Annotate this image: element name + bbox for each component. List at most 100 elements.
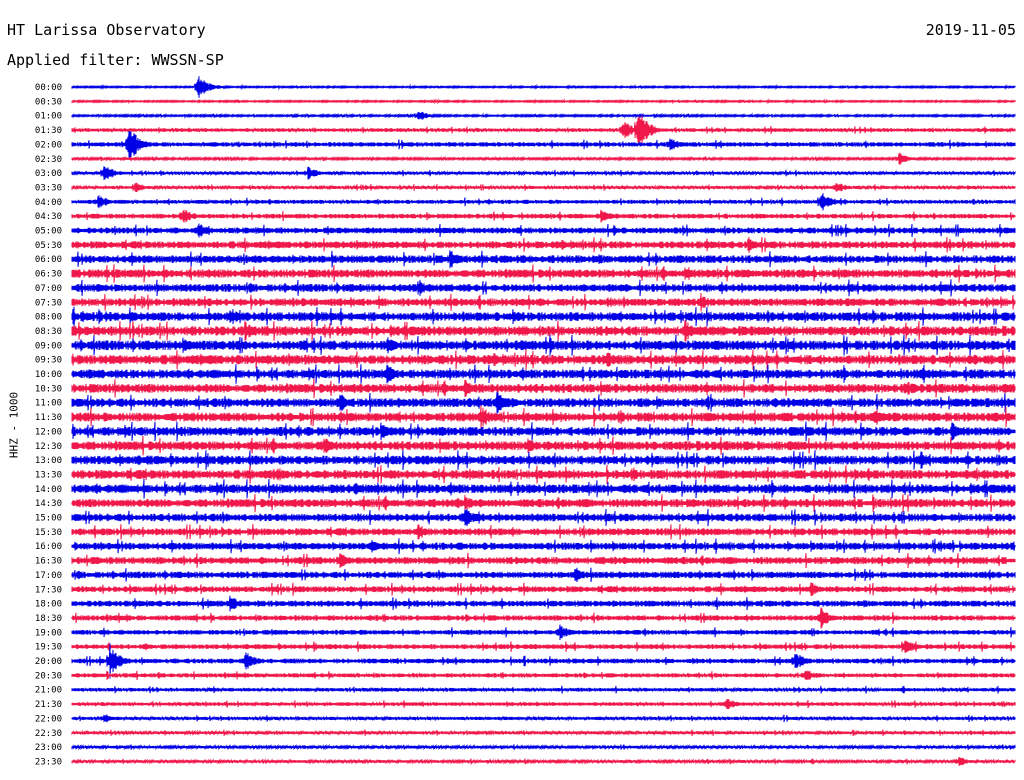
seismic-trace — [71, 250, 1016, 269]
time-tick-label: 06:30 — [35, 270, 62, 280]
seismic-trace — [71, 306, 1016, 327]
time-tick-label: 16:00 — [35, 542, 62, 552]
time-tick-label: 20:00 — [35, 657, 62, 667]
seismic-trace — [71, 98, 1016, 105]
seismic-trace — [71, 76, 1016, 98]
seismic-trace — [71, 523, 1016, 540]
time-tick-label: 03:30 — [35, 183, 62, 193]
seismic-trace — [71, 685, 1016, 694]
seismic-trace — [71, 494, 1016, 513]
seismic-trace — [71, 115, 1016, 145]
time-tick-label: 04:00 — [35, 198, 62, 208]
seismic-trace — [71, 130, 1016, 158]
time-tick-label: 23:00 — [35, 743, 62, 753]
time-tick-label: 09:00 — [35, 341, 62, 351]
time-tick-label: 21:30 — [35, 700, 62, 710]
time-tick-label: 05:30 — [35, 241, 62, 251]
time-tick-label: 21:00 — [35, 686, 62, 696]
time-tick-label: 00:30 — [35, 97, 62, 107]
seismic-trace — [71, 699, 1016, 710]
time-tick-label: 18:30 — [35, 614, 62, 624]
seismic-trace — [71, 391, 1016, 414]
time-tick-label: 17:30 — [35, 585, 62, 595]
time-tick-label: 03:00 — [35, 169, 62, 179]
time-tick-label: 19:00 — [35, 628, 62, 638]
time-tick-label: 10:30 — [35, 384, 62, 394]
seismic-trace — [71, 435, 1016, 456]
trace-group — [71, 76, 1016, 766]
seismic-trace — [71, 552, 1016, 569]
time-tick-label: 01:00 — [35, 112, 62, 122]
time-tick-label: 14:30 — [35, 499, 62, 509]
time-tick-label: 14:00 — [35, 485, 62, 495]
time-tick-label: 22:00 — [35, 714, 62, 724]
time-tick-label: 06:00 — [35, 255, 62, 265]
time-tick-label: 20:30 — [35, 671, 62, 681]
seismic-trace — [71, 193, 1016, 211]
seismic-trace — [71, 538, 1016, 555]
seismic-trace — [71, 450, 1016, 471]
seismic-trace — [71, 595, 1016, 612]
time-tick-label: 07:30 — [35, 298, 62, 308]
time-tick-label: 04:30 — [35, 212, 62, 222]
time-tick-label: 22:30 — [35, 729, 62, 739]
seismic-trace — [71, 223, 1016, 238]
seismic-trace — [71, 320, 1016, 342]
time-tick-label: 18:00 — [35, 600, 62, 610]
time-tick-label: 11:30 — [35, 413, 62, 423]
time-tick-label: 16:30 — [35, 557, 62, 567]
time-tick-label: 13:30 — [35, 470, 62, 480]
time-tick-label: 02:30 — [35, 155, 62, 165]
seismic-trace — [71, 209, 1016, 223]
time-tick-label: 15:30 — [35, 528, 62, 538]
time-tick-label: 13:00 — [35, 456, 62, 466]
station-title: HT Larissa Observatory — [7, 21, 206, 39]
seismic-trace — [71, 182, 1016, 193]
time-tick-label: 07:00 — [35, 284, 62, 294]
time-tick-label: 00:00 — [35, 83, 62, 93]
seismic-trace — [71, 405, 1016, 429]
seismic-trace — [71, 640, 1016, 653]
seismic-trace — [71, 607, 1016, 629]
seismic-trace — [71, 670, 1016, 680]
seismic-trace — [71, 421, 1016, 442]
time-tick-label: 12:00 — [35, 427, 62, 437]
seismic-trace — [71, 729, 1016, 737]
seismic-trace — [71, 349, 1016, 370]
seismic-trace — [71, 334, 1016, 356]
seismic-trace — [71, 378, 1016, 399]
seismic-trace — [71, 264, 1016, 283]
filter-label: Applied filter: WWSSN-SP — [7, 51, 224, 69]
time-tick-label: 11:00 — [35, 399, 62, 409]
seismic-trace — [71, 166, 1016, 180]
seismic-trace — [71, 364, 1016, 384]
seismic-trace — [71, 643, 1016, 679]
time-tick-label: 05:00 — [35, 227, 62, 237]
time-tick-label: 01:30 — [35, 126, 62, 136]
seismic-trace — [71, 714, 1016, 723]
time-tick-labels: 00:00 00:30 01:00 01:30 02:00 02:30 03:00 03:30… — [35, 83, 62, 767]
seismic-trace — [71, 757, 1016, 766]
seismic-trace — [71, 743, 1016, 751]
time-tick-label: 12:30 — [35, 442, 62, 452]
seismic-trace — [71, 279, 1016, 297]
time-tick-label: 15:00 — [35, 514, 62, 524]
time-tick-label: 23:30 — [35, 757, 62, 767]
seismic-trace — [71, 152, 1016, 165]
time-tick-label: 09:30 — [35, 356, 62, 366]
seismic-trace — [71, 111, 1016, 120]
time-tick-label: 19:30 — [35, 643, 62, 653]
time-tick-label: 10:00 — [35, 370, 62, 380]
seismic-trace — [71, 582, 1016, 596]
time-tick-label: 08:30 — [35, 327, 62, 337]
time-tick-label: 17:00 — [35, 571, 62, 581]
seismic-trace — [71, 236, 1016, 253]
seismic-trace — [71, 478, 1016, 499]
time-tick-label: 02:00 — [35, 140, 62, 150]
record-date: 2019-11-05 — [925, 21, 1016, 39]
time-tick-label: 08:00 — [35, 313, 62, 323]
seismic-trace — [71, 567, 1016, 583]
seismic-trace — [71, 624, 1016, 641]
seismic-trace — [71, 508, 1016, 527]
